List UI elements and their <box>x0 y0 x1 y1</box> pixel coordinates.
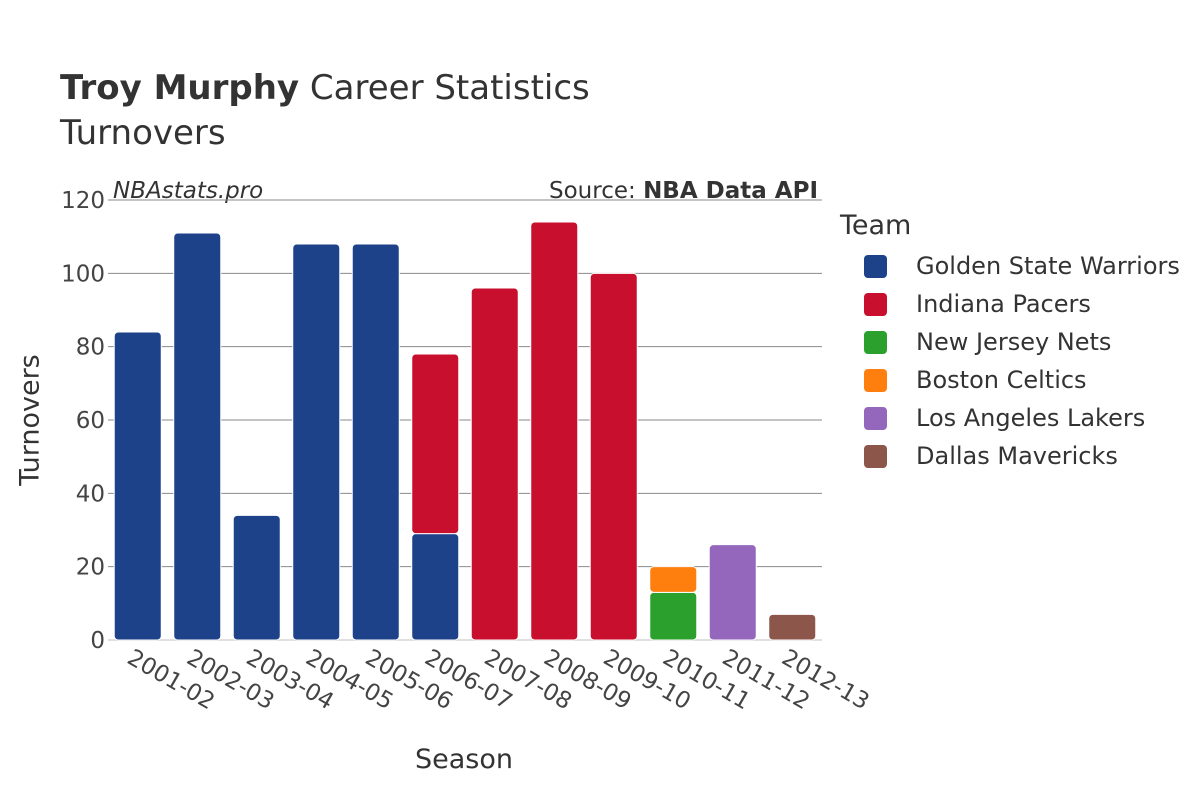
legend-swatch <box>864 330 887 354</box>
legend-title: Team <box>840 210 912 241</box>
x-axis-title: Season <box>415 744 513 775</box>
legend-swatch <box>864 368 887 392</box>
chart-title-name: Troy Murphy <box>60 68 300 108</box>
bar-2006-07-golden-state-warriors <box>411 533 460 641</box>
chart-subtitle: Turnovers <box>60 113 226 153</box>
legend-label: New Jersey Nets <box>916 328 1112 356</box>
y-tick-label: 100 <box>61 261 105 287</box>
bar-2008-09-indiana-pacers <box>530 221 579 641</box>
bar-2011-12-los-angeles-lakers <box>708 544 757 641</box>
legend-label: Golden State Warriors <box>916 252 1180 280</box>
legend-label: Dallas Mavericks <box>916 442 1118 470</box>
y-tick-label: 60 <box>76 408 105 434</box>
y-tick-label: 40 <box>76 481 105 507</box>
chart-title-rest: Career Statistics <box>309 68 590 108</box>
y-tick-label: 20 <box>76 555 105 581</box>
grid-layer <box>108 199 822 641</box>
x-tick-layer: 2001-022002-032003-042004-052005-062006-… <box>123 645 874 716</box>
legend-swatch <box>864 292 887 316</box>
y-axis-title: Turnovers <box>14 354 46 486</box>
legend-label: Boston Celtics <box>916 366 1087 394</box>
legend-swatch <box>864 406 887 430</box>
legend-item[interactable]: Indiana Pacers <box>864 290 1091 318</box>
chart-title: Troy Murphy Career Statistics <box>60 68 590 108</box>
bar-2005-06-golden-state-warriors <box>351 243 400 641</box>
bar-2010-11-new-jersey-nets <box>649 591 698 641</box>
legend-item[interactable]: Los Angeles Lakers <box>864 404 1146 432</box>
legend-swatch <box>864 444 887 468</box>
bar-2012-13-dallas-mavericks <box>768 613 817 641</box>
bar-2009-10-indiana-pacers <box>589 272 638 641</box>
bar-2006-07-indiana-pacers <box>411 353 460 535</box>
bar-2004-05-golden-state-warriors <box>292 243 341 641</box>
legend-item[interactable]: Boston Celtics <box>864 366 1087 394</box>
y-tick-label: 0 <box>90 628 105 654</box>
bar-2001-02-golden-state-warriors <box>113 331 162 641</box>
bar-2010-11-boston-celtics <box>649 566 698 593</box>
legend-item[interactable]: Golden State Warriors <box>864 252 1180 280</box>
bar-2002-03-golden-state-warriors <box>173 232 222 641</box>
bar-2003-04-golden-state-warriors <box>232 514 281 641</box>
legend-item[interactable]: New Jersey Nets <box>864 328 1112 356</box>
bar-2007-08-indiana-pacers <box>470 287 519 641</box>
y-tick-label: 120 <box>61 188 105 214</box>
legend-swatch <box>864 254 887 278</box>
y-tick-layer: 0 20 40 60 80 100 120 <box>61 188 105 654</box>
legend-label: Los Angeles Lakers <box>916 404 1146 432</box>
y-tick-label: 80 <box>76 335 105 361</box>
bar-layer <box>113 221 817 641</box>
legend-item[interactable]: Dallas Mavericks <box>864 442 1118 470</box>
legend-label: Indiana Pacers <box>916 290 1091 318</box>
